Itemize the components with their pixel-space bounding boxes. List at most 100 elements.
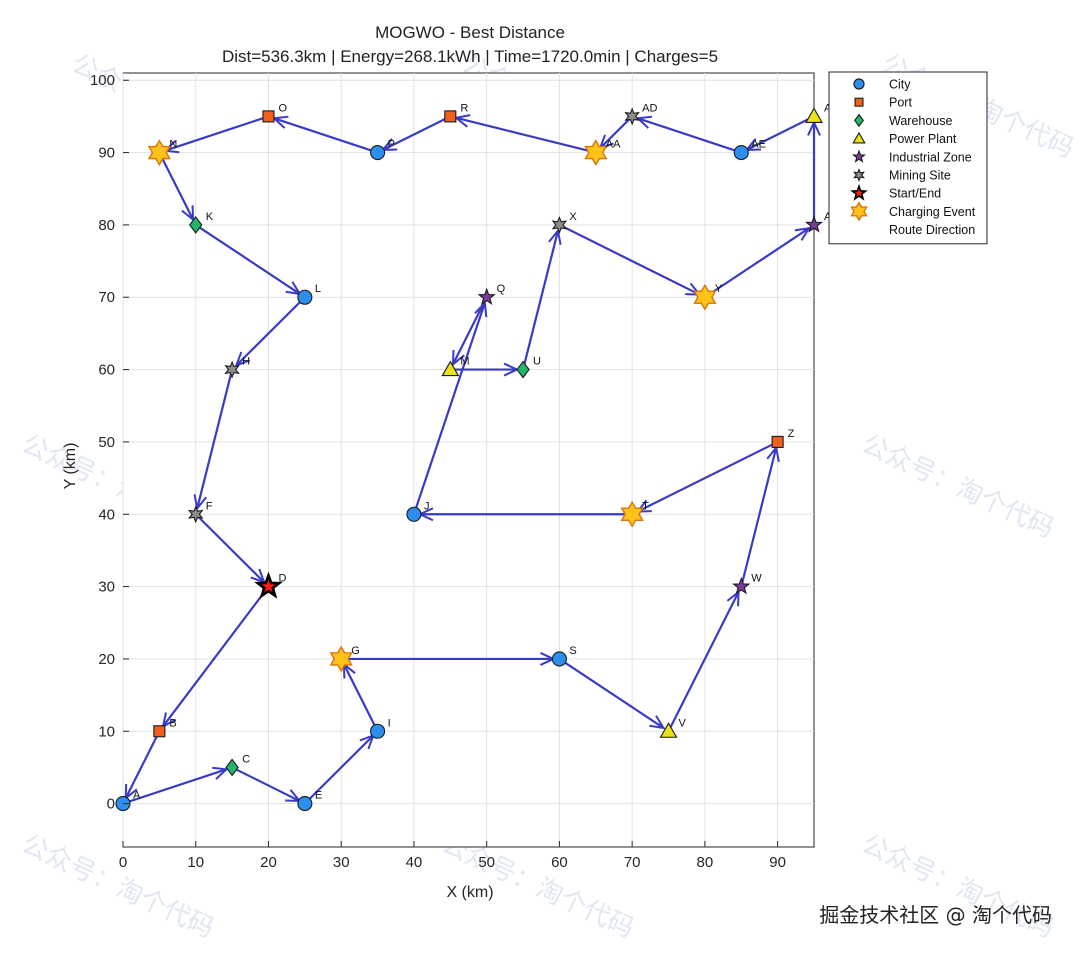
footer-credit: 掘金技术社区 @ 淘个代码 <box>819 903 1052 927</box>
route-arrow <box>667 592 739 732</box>
x-tick-label: 60 <box>551 854 568 871</box>
charging-event-marker <box>693 283 717 311</box>
industrial-zone-marker <box>477 287 496 306</box>
industrial-zone-marker <box>851 149 867 163</box>
route-arrow <box>383 115 451 149</box>
charging-event-marker <box>850 201 868 222</box>
point-label: L <box>315 283 321 295</box>
route-arrow <box>195 223 300 294</box>
y-tick-label: 40 <box>98 506 115 523</box>
point-label: P <box>388 139 395 151</box>
route-arrow <box>158 152 193 220</box>
route-arrow <box>558 223 699 295</box>
port-marker <box>771 435 784 448</box>
watermark-text: 公众号：淘个代码 <box>857 429 1058 544</box>
industrial-zone-marker <box>732 576 751 595</box>
chart-subtitle: Dist=536.3km | Energy=268.1kWh | Time=17… <box>222 47 718 66</box>
legend-entry: Start/End <box>889 187 941 201</box>
warehouse-marker <box>516 360 530 379</box>
route-arrow <box>704 228 809 299</box>
mining-site-marker <box>187 505 204 524</box>
point-label: Y <box>715 283 723 295</box>
y-tick-label: 20 <box>98 651 115 668</box>
point-label: I <box>388 717 391 729</box>
plot-area <box>122 72 815 848</box>
legend-entry: Route Direction <box>889 223 975 237</box>
route-arrow <box>521 231 558 370</box>
point-label: B <box>169 717 176 729</box>
point-label: AA <box>606 139 621 151</box>
point-label: A <box>824 211 832 223</box>
route-arrow <box>638 118 742 154</box>
axis-ticks: 0 10 20 30 40 50 60 70 80 90 0 10 20 30 40 50 60 70 80 90 10… <box>90 72 786 871</box>
point-label: A <box>824 102 832 114</box>
route-arrow <box>197 369 234 509</box>
x-axis-label: X (km) <box>446 884 493 901</box>
route-arrow <box>453 296 488 364</box>
legend-entry: Port <box>889 96 912 110</box>
charging-event-marker <box>329 645 353 673</box>
point-label: J <box>424 500 430 512</box>
point-label: R <box>460 102 468 114</box>
y-tick-label: 30 <box>98 579 115 596</box>
point-label: T <box>642 500 649 512</box>
mining-site-marker <box>624 107 640 126</box>
route-arrow <box>456 118 597 154</box>
x-tick-label: 10 <box>187 854 204 871</box>
legend-entry: Charging Event <box>889 205 976 219</box>
route-arrow <box>304 735 373 805</box>
x-tick-label: 30 <box>333 854 350 871</box>
x-tick-label: 80 <box>697 854 714 871</box>
point-label: O <box>278 102 287 114</box>
charging-event-marker <box>147 139 171 166</box>
power-plant-marker <box>852 131 866 144</box>
y-tick-label: 50 <box>98 434 115 451</box>
y-tick-label: 100 <box>90 72 115 89</box>
warehouse-marker <box>189 215 203 234</box>
chart-title: MOGWO - Best Distance <box>375 23 565 42</box>
legend-entry: Mining Site <box>889 169 951 183</box>
route-arrow <box>122 769 226 805</box>
point-label: G <box>351 645 360 657</box>
mining-site-marker <box>551 215 568 234</box>
y-tick-label: 90 <box>98 145 115 162</box>
city-marker <box>370 145 386 161</box>
y-tick-label: 80 <box>98 217 115 234</box>
point-label: S <box>569 645 576 657</box>
point-label: M <box>460 356 469 368</box>
point-label: N <box>169 139 177 151</box>
point-label: W <box>751 573 762 585</box>
power-plant-marker <box>805 107 823 123</box>
route-arrow <box>274 118 378 154</box>
y-tick-label: 70 <box>98 289 115 306</box>
point-label: AE <box>751 139 766 151</box>
point-label: H <box>242 356 250 368</box>
route-arrow <box>231 766 299 800</box>
mining-site-marker <box>853 168 865 182</box>
route-arrow <box>600 115 633 148</box>
city-marker <box>297 796 313 812</box>
warehouse-marker <box>225 758 239 777</box>
power-plant-marker <box>659 722 678 738</box>
mining-site-marker <box>224 360 240 379</box>
x-tick-label: 70 <box>624 854 641 871</box>
x-tick-label: 0 <box>119 854 127 871</box>
route-arrow <box>163 585 270 727</box>
route-arrows <box>122 115 815 805</box>
route-arrow <box>747 115 815 149</box>
route-arrow <box>558 658 663 728</box>
point-label: D <box>278 573 286 585</box>
start-end-inner-marker <box>261 579 276 593</box>
point-label: V <box>679 717 687 729</box>
port-marker <box>153 725 166 738</box>
point-label: F <box>206 500 213 512</box>
route-arrow <box>165 115 269 150</box>
city-marker <box>551 651 567 667</box>
point-label: X <box>569 211 577 223</box>
point-label: E <box>315 790 322 802</box>
city-marker <box>853 78 865 90</box>
legend-entry: Power Plant <box>889 132 957 146</box>
port-marker <box>262 110 275 123</box>
